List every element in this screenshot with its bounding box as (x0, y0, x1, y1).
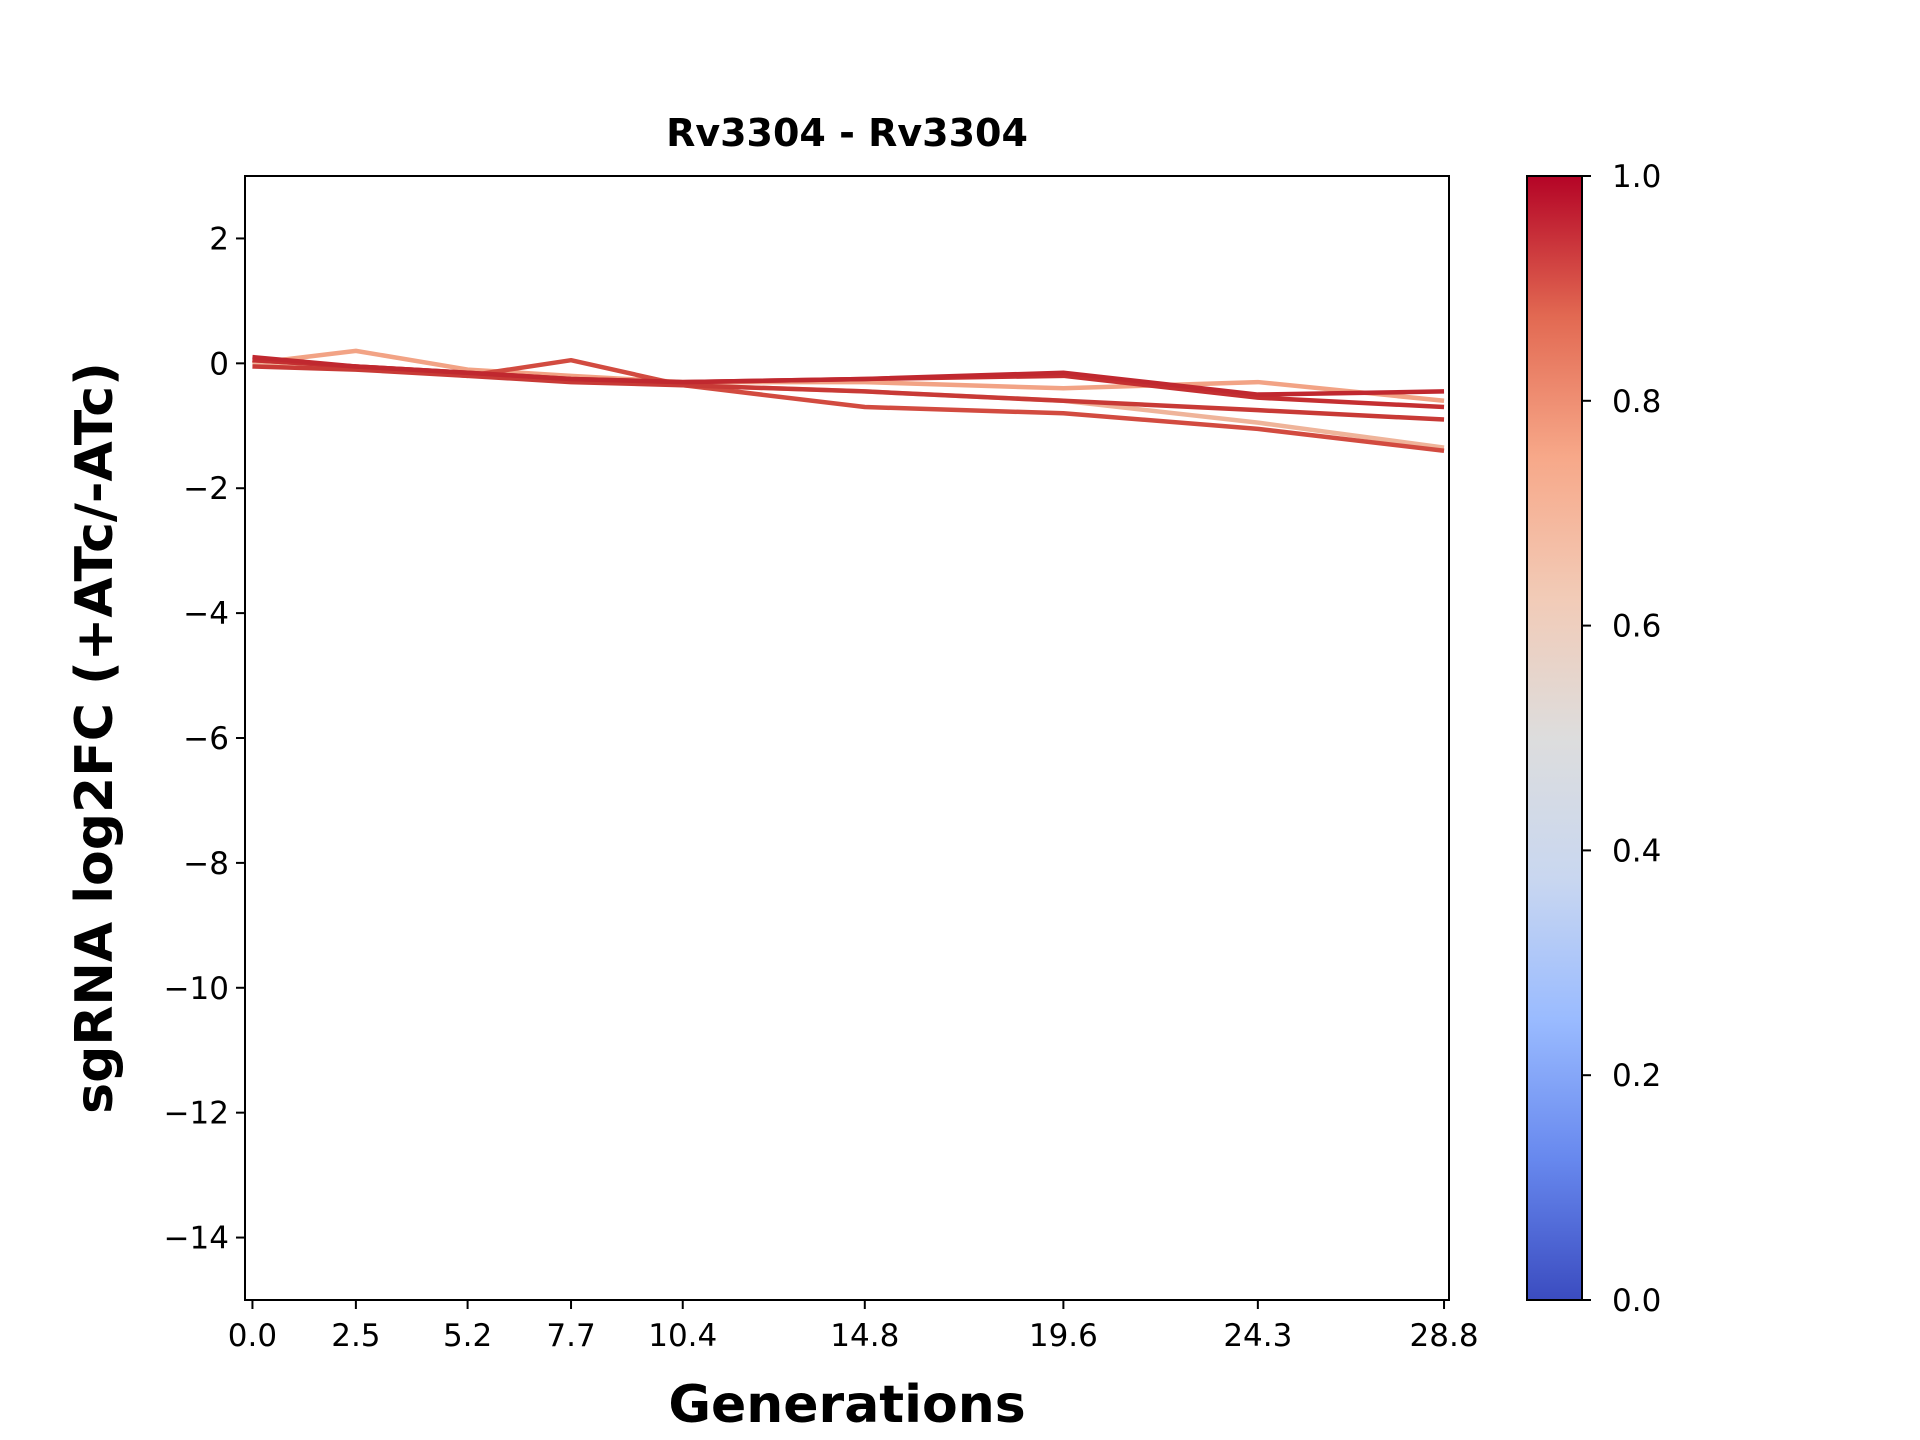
colorbar-tick-label: 0.8 (1612, 384, 1661, 420)
y-tick-label: −4 (183, 596, 229, 632)
y-tick-label: 0 (209, 346, 229, 382)
y-tick-label: −12 (164, 1096, 229, 1132)
x-tick-label: 5.2 (443, 1318, 492, 1354)
series-line (252, 364, 1445, 422)
colorbar-tick-label: 0.2 (1612, 1058, 1661, 1094)
x-axis-label: Generations (668, 1375, 1025, 1435)
x-tick-label: 10.4 (648, 1318, 717, 1354)
y-axis-label: sgRNA log2FC (+ATc/-ATc) (65, 362, 125, 1114)
plot-lines (252, 348, 1445, 453)
y-tick-label: −2 (183, 471, 229, 507)
x-tick-label: 2.5 (331, 1318, 380, 1354)
x-tick-label: 28.8 (1410, 1318, 1479, 1354)
y-tick-label: −6 (183, 721, 229, 757)
y-tick-label: −10 (164, 971, 229, 1007)
y-tick-label: −8 (183, 846, 229, 882)
y-tick-label: −14 (164, 1221, 229, 1257)
colorbar-tick-label: 1.0 (1612, 159, 1661, 195)
colorbar (1526, 175, 1583, 1301)
colorbar-tick-label: 0.4 (1612, 833, 1661, 869)
x-tick-label: 0.0 (228, 1318, 277, 1354)
x-tick-label: 19.6 (1029, 1318, 1098, 1354)
chart-title: Rv3304 - Rv3304 (666, 111, 1028, 155)
y-tick-label: 2 (209, 221, 229, 257)
colorbar-tick-label: 0.0 (1612, 1283, 1661, 1319)
colorbar-tick-label: 0.6 (1612, 609, 1661, 645)
x-tick-label: 7.7 (546, 1318, 595, 1354)
x-tick-label: 14.8 (830, 1318, 899, 1354)
plot-frame (244, 175, 1450, 1301)
series-line (252, 354, 1445, 397)
x-tick-label: 24.3 (1223, 1318, 1292, 1354)
